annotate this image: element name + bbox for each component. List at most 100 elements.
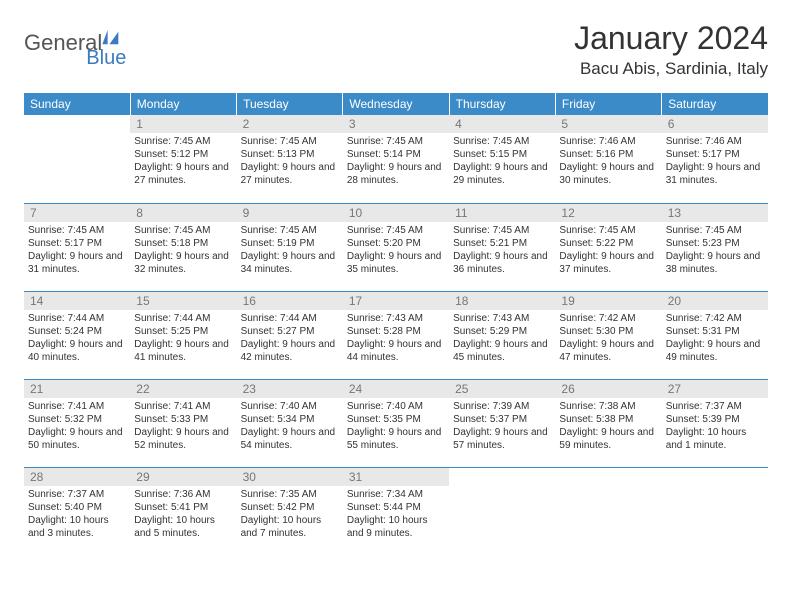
- weekday-header: Sunday: [24, 93, 130, 115]
- sunset-text: Sunset: 5:12 PM: [134, 148, 232, 161]
- day-number: 8: [130, 204, 236, 222]
- daylight-text: Daylight: 9 hours and 34 minutes.: [241, 250, 339, 276]
- sunrise-text: Sunrise: 7:44 AM: [241, 312, 339, 325]
- calendar-day-cell: 31Sunrise: 7:34 AMSunset: 5:44 PMDayligh…: [343, 467, 449, 555]
- sunrise-text: Sunrise: 7:45 AM: [347, 135, 445, 148]
- calendar-day-cell: 2Sunrise: 7:45 AMSunset: 5:13 PMDaylight…: [237, 115, 343, 203]
- sunrise-text: Sunrise: 7:40 AM: [241, 400, 339, 413]
- day-content: Sunrise: 7:40 AMSunset: 5:34 PMDaylight:…: [237, 398, 343, 456]
- location-subtitle: Bacu Abis, Sardinia, Italy: [574, 59, 768, 79]
- day-number: 5: [555, 115, 661, 133]
- calendar-day-cell: 25Sunrise: 7:39 AMSunset: 5:37 PMDayligh…: [449, 379, 555, 467]
- page-header: General Blue January 2024 Bacu Abis, Sar…: [24, 20, 768, 79]
- sunset-text: Sunset: 5:28 PM: [347, 325, 445, 338]
- sunset-text: Sunset: 5:30 PM: [559, 325, 657, 338]
- sunset-text: Sunset: 5:38 PM: [559, 413, 657, 426]
- day-number: 28: [24, 468, 130, 486]
- day-content: Sunrise: 7:45 AMSunset: 5:17 PMDaylight:…: [24, 222, 130, 280]
- day-content: Sunrise: 7:40 AMSunset: 5:35 PMDaylight:…: [343, 398, 449, 456]
- sunset-text: Sunset: 5:16 PM: [559, 148, 657, 161]
- sunset-text: Sunset: 5:40 PM: [28, 501, 126, 514]
- calendar-day-cell: 30Sunrise: 7:35 AMSunset: 5:42 PMDayligh…: [237, 467, 343, 555]
- weekday-header: Monday: [130, 93, 236, 115]
- sunset-text: Sunset: 5:34 PM: [241, 413, 339, 426]
- day-number: 10: [343, 204, 449, 222]
- sunrise-text: Sunrise: 7:42 AM: [559, 312, 657, 325]
- calendar-day-cell: 14Sunrise: 7:44 AMSunset: 5:24 PMDayligh…: [24, 291, 130, 379]
- day-number: 6: [662, 115, 768, 133]
- daylight-text: Daylight: 9 hours and 32 minutes.: [134, 250, 232, 276]
- sunset-text: Sunset: 5:27 PM: [241, 325, 339, 338]
- day-content: Sunrise: 7:45 AMSunset: 5:23 PMDaylight:…: [662, 222, 768, 280]
- logo: General Blue: [24, 20, 128, 48]
- day-content: Sunrise: 7:45 AMSunset: 5:14 PMDaylight:…: [343, 133, 449, 191]
- sunrise-text: Sunrise: 7:45 AM: [241, 224, 339, 237]
- calendar-day-cell: 15Sunrise: 7:44 AMSunset: 5:25 PMDayligh…: [130, 291, 236, 379]
- calendar-day-cell: 19Sunrise: 7:42 AMSunset: 5:30 PMDayligh…: [555, 291, 661, 379]
- day-content: Sunrise: 7:39 AMSunset: 5:37 PMDaylight:…: [449, 398, 555, 456]
- calendar-day-cell: 3Sunrise: 7:45 AMSunset: 5:14 PMDaylight…: [343, 115, 449, 203]
- day-number: 4: [449, 115, 555, 133]
- daylight-text: Daylight: 10 hours and 9 minutes.: [347, 514, 445, 540]
- daylight-text: Daylight: 9 hours and 27 minutes.: [134, 161, 232, 187]
- sunset-text: Sunset: 5:42 PM: [241, 501, 339, 514]
- calendar-day-cell: 4Sunrise: 7:45 AMSunset: 5:15 PMDaylight…: [449, 115, 555, 203]
- day-number: 9: [237, 204, 343, 222]
- day-content: Sunrise: 7:45 AMSunset: 5:22 PMDaylight:…: [555, 222, 661, 280]
- sunset-text: Sunset: 5:33 PM: [134, 413, 232, 426]
- sunrise-text: Sunrise: 7:43 AM: [453, 312, 551, 325]
- calendar-day-cell: [449, 467, 555, 555]
- sunrise-text: Sunrise: 7:45 AM: [28, 224, 126, 237]
- sunset-text: Sunset: 5:37 PM: [453, 413, 551, 426]
- day-number: 16: [237, 292, 343, 310]
- sunset-text: Sunset: 5:14 PM: [347, 148, 445, 161]
- calendar-week-row: 1Sunrise: 7:45 AMSunset: 5:12 PMDaylight…: [24, 115, 768, 203]
- sunrise-text: Sunrise: 7:39 AM: [453, 400, 551, 413]
- daylight-text: Daylight: 9 hours and 44 minutes.: [347, 338, 445, 364]
- sunrise-text: Sunrise: 7:45 AM: [453, 224, 551, 237]
- calendar-day-cell: 6Sunrise: 7:46 AMSunset: 5:17 PMDaylight…: [662, 115, 768, 203]
- daylight-text: Daylight: 9 hours and 40 minutes.: [28, 338, 126, 364]
- sunrise-text: Sunrise: 7:46 AM: [666, 135, 764, 148]
- sunrise-text: Sunrise: 7:37 AM: [666, 400, 764, 413]
- calendar-day-cell: 11Sunrise: 7:45 AMSunset: 5:21 PMDayligh…: [449, 203, 555, 291]
- sunrise-text: Sunrise: 7:46 AM: [559, 135, 657, 148]
- calendar-table: Sunday Monday Tuesday Wednesday Thursday…: [24, 93, 768, 555]
- logo-wing-icon: [102, 30, 124, 46]
- calendar-day-cell: [662, 467, 768, 555]
- daylight-text: Daylight: 9 hours and 42 minutes.: [241, 338, 339, 364]
- daylight-text: Daylight: 9 hours and 49 minutes.: [666, 338, 764, 364]
- day-content: Sunrise: 7:45 AMSunset: 5:19 PMDaylight:…: [237, 222, 343, 280]
- daylight-text: Daylight: 10 hours and 3 minutes.: [28, 514, 126, 540]
- day-number: 3: [343, 115, 449, 133]
- day-content: Sunrise: 7:38 AMSunset: 5:38 PMDaylight:…: [555, 398, 661, 456]
- day-number: 12: [555, 204, 661, 222]
- calendar-day-cell: 27Sunrise: 7:37 AMSunset: 5:39 PMDayligh…: [662, 379, 768, 467]
- calendar-day-cell: 22Sunrise: 7:41 AMSunset: 5:33 PMDayligh…: [130, 379, 236, 467]
- day-number: 21: [24, 380, 130, 398]
- day-number: 22: [130, 380, 236, 398]
- day-content: Sunrise: 7:41 AMSunset: 5:33 PMDaylight:…: [130, 398, 236, 456]
- day-content: Sunrise: 7:45 AMSunset: 5:12 PMDaylight:…: [130, 133, 236, 191]
- sunset-text: Sunset: 5:35 PM: [347, 413, 445, 426]
- daylight-text: Daylight: 9 hours and 31 minutes.: [666, 161, 764, 187]
- calendar-day-cell: 12Sunrise: 7:45 AMSunset: 5:22 PMDayligh…: [555, 203, 661, 291]
- sunrise-text: Sunrise: 7:45 AM: [134, 224, 232, 237]
- day-content: Sunrise: 7:34 AMSunset: 5:44 PMDaylight:…: [343, 486, 449, 544]
- sunrise-text: Sunrise: 7:41 AM: [28, 400, 126, 413]
- day-number: 30: [237, 468, 343, 486]
- day-number: 27: [662, 380, 768, 398]
- weekday-header-row: Sunday Monday Tuesday Wednesday Thursday…: [24, 93, 768, 115]
- calendar-week-row: 7Sunrise: 7:45 AMSunset: 5:17 PMDaylight…: [24, 203, 768, 291]
- sunrise-text: Sunrise: 7:34 AM: [347, 488, 445, 501]
- daylight-text: Daylight: 9 hours and 29 minutes.: [453, 161, 551, 187]
- day-content: Sunrise: 7:37 AMSunset: 5:40 PMDaylight:…: [24, 486, 130, 544]
- day-content: Sunrise: 7:46 AMSunset: 5:16 PMDaylight:…: [555, 133, 661, 191]
- sunset-text: Sunset: 5:31 PM: [666, 325, 764, 338]
- weekday-header: Wednesday: [343, 93, 449, 115]
- month-title: January 2024: [574, 20, 768, 57]
- day-content: Sunrise: 7:43 AMSunset: 5:28 PMDaylight:…: [343, 310, 449, 368]
- day-number: 2: [237, 115, 343, 133]
- day-number: 17: [343, 292, 449, 310]
- sunset-text: Sunset: 5:23 PM: [666, 237, 764, 250]
